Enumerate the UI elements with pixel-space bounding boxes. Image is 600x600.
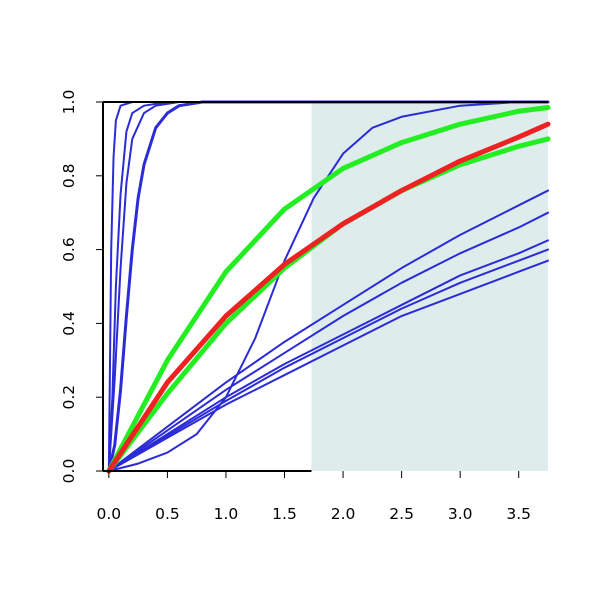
series-layer [106,100,551,474]
series-line-12 [106,105,551,474]
x-tick-label: 2.5 [389,505,414,523]
y-tick-label: 0.6 [60,237,78,262]
y-tick-label: 0.0 [60,459,78,484]
y-tick-label: 0.8 [60,163,78,188]
plot-frame-layer [102,101,548,472]
shaded-region-layer [311,102,548,471]
x-axis: 0.0 0.5 1.0 1.5 2.0 2.5 3.0 3.5 [97,471,531,523]
series-line-6 [107,189,549,472]
series-line-9 [107,248,549,472]
x-tick-label: 0.0 [97,505,122,523]
shaded-region [311,102,548,471]
y-tick-label: 0.2 [60,385,78,410]
y-tick-label: 1.0 [60,90,78,115]
x-tick-label: 2.0 [331,505,356,523]
y-tick-label: 0.4 [60,311,78,336]
series-line-7 [107,211,549,472]
series-line-10 [107,259,549,472]
y-axis: 0.0 0.2 0.4 0.6 0.8 1.0 [60,90,103,484]
x-tick-label: 1.0 [214,505,239,523]
x-tick-label: 0.5 [155,505,180,523]
series-line-8 [107,239,549,472]
series-line-13 [106,121,551,474]
x-tick-label: 3.0 [448,505,473,523]
x-tick-label: 1.5 [272,505,297,523]
x-tick-label: 3.5 [506,505,531,523]
series-line-5 [107,101,549,472]
